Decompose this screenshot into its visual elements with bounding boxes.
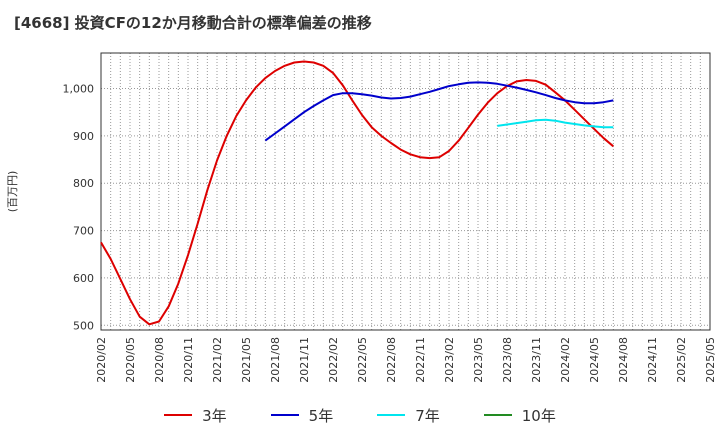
y-tick-label: 600 (73, 272, 94, 285)
x-tick-label: 2023/02 (443, 337, 456, 383)
x-tick-label: 2024/05 (588, 337, 601, 383)
x-tick-label: 2022/05 (356, 337, 369, 383)
y-tick-label: 800 (73, 177, 94, 190)
x-tick-label: 2022/11 (414, 337, 427, 383)
x-tick-labels: 2020/02 2020/05 2020/08 2020/11 2021/02 2021/… (95, 337, 717, 383)
y-tick-label: 900 (73, 130, 94, 143)
y-tick-label: 1,000 (63, 83, 95, 96)
series-line-1 (100, 60, 614, 326)
x-tick-label: 2023/11 (530, 337, 543, 383)
legend-label: 7年 (415, 406, 440, 425)
legend-swatch (164, 414, 193, 416)
legend-swatch (483, 414, 512, 416)
legend: 3年 5年 7年 10年 (0, 400, 720, 430)
series-line-3 (497, 118, 614, 129)
x-tick-label: 2022/02 (327, 337, 340, 383)
x-tick-label: 2024/11 (646, 337, 659, 383)
x-tick-label: 2020/11 (182, 337, 195, 383)
x-tick-label: 2024/08 (617, 337, 630, 383)
plot-frame (100, 52, 711, 331)
legend-label: 5年 (308, 406, 334, 425)
x-tick-label: 2020/08 (153, 337, 166, 383)
y-tick-label: 500 (73, 319, 94, 332)
x-tick-label: 2020/02 (95, 337, 108, 383)
legend-swatch (377, 414, 406, 416)
x-tick-label: 2021/02 (211, 337, 224, 383)
x-tick-label: 2021/08 (269, 337, 282, 383)
legend-item-1: 3年 (164, 405, 227, 426)
chart-title: [4668] 投資CFの12か月移動合計の標準偏差の推移 (14, 14, 372, 32)
legend-label: 10年 (521, 406, 556, 425)
x-tick-label: 2021/11 (298, 337, 311, 383)
y-tick-labels: 500 600 700 800 900 1,000 (63, 83, 95, 333)
x-tick-label: 2025/02 (675, 337, 688, 383)
series-line-2 (264, 81, 614, 142)
legend-item-3: 7年 (377, 405, 440, 426)
x-tick-label: 2024/02 (559, 337, 572, 383)
legend-swatch (270, 414, 299, 416)
y-axis-label: (百万円) (6, 171, 19, 213)
x-tick-label: 2023/08 (501, 337, 514, 383)
series-layer (100, 60, 614, 326)
x-tick-label: 2022/08 (385, 337, 398, 383)
grid-layer (100, 53, 711, 330)
x-tick-label: 2023/05 (472, 337, 485, 383)
legend-item-2: 5年 (270, 405, 334, 426)
legend-label: 3年 (202, 406, 227, 425)
legend-item-4: 10年 (483, 405, 556, 426)
x-tick-label: 2025/05 (704, 337, 717, 383)
y-tick-label: 700 (73, 225, 94, 238)
x-tick-label: 2020/05 (124, 337, 137, 383)
x-tick-label: 2021/05 (240, 337, 253, 383)
